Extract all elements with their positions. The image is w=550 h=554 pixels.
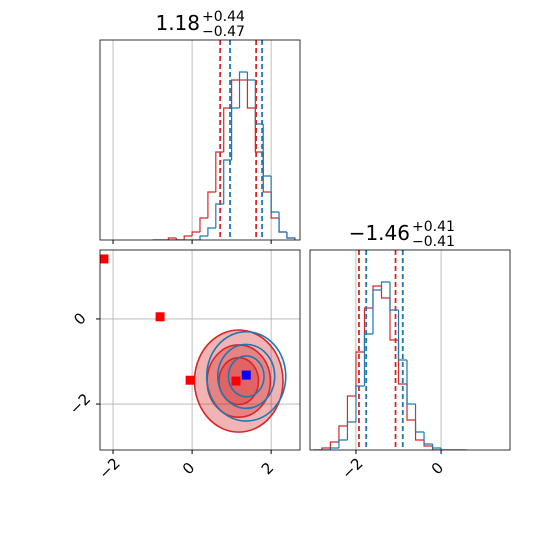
histogram-step bbox=[175, 238, 185, 240]
histogram-step bbox=[423, 440, 433, 447]
panel-title: −1.46 bbox=[349, 221, 410, 245]
histogram-step bbox=[389, 282, 399, 311]
title-lower: −0.41 bbox=[412, 234, 455, 250]
histogram-step bbox=[246, 80, 256, 109]
histogram-step bbox=[246, 72, 256, 81]
marker bbox=[185, 375, 195, 385]
plot-area bbox=[100, 250, 300, 450]
x-tick-label: 0 bbox=[179, 459, 198, 478]
histogram-step bbox=[254, 80, 264, 125]
histogram-step bbox=[372, 289, 382, 334]
histogram-step bbox=[199, 235, 208, 240]
histogram-step bbox=[199, 217, 208, 232]
x-tick-label: −2 bbox=[338, 454, 366, 482]
histogram-step bbox=[346, 395, 356, 426]
title-lower: −0.47 bbox=[202, 24, 245, 40]
histogram-step bbox=[191, 231, 200, 236]
contour bbox=[205, 330, 287, 422]
histogram-step bbox=[223, 159, 232, 204]
contour bbox=[227, 355, 265, 398]
histogram-step bbox=[286, 232, 296, 240]
histogram-step bbox=[278, 212, 287, 233]
marker bbox=[100, 254, 109, 264]
histogram-step bbox=[355, 351, 365, 396]
histogram-step bbox=[231, 107, 240, 160]
x-tick-label: 2 bbox=[258, 459, 277, 478]
histogram-step bbox=[346, 421, 356, 440]
histogram-step bbox=[389, 298, 399, 341]
histogram-step bbox=[238, 71, 248, 108]
histogram-step bbox=[431, 444, 442, 449]
histogram-step bbox=[167, 237, 177, 240]
histogram-step bbox=[270, 176, 280, 213]
histogram-step bbox=[380, 281, 390, 290]
panel-frame bbox=[99, 249, 301, 451]
y-tick-label: 0 bbox=[70, 309, 89, 328]
histogram-step bbox=[329, 441, 339, 448]
x-tick-label: −2 bbox=[95, 454, 123, 482]
y-tick-label: −2 bbox=[66, 390, 94, 418]
histogram-step bbox=[338, 425, 348, 442]
title-upper: +0.41 bbox=[412, 219, 455, 235]
histogram-step bbox=[286, 232, 296, 240]
histogram-step bbox=[262, 152, 272, 193]
histogram-step bbox=[321, 447, 331, 450]
marker bbox=[155, 312, 165, 322]
plot-area bbox=[112, 40, 296, 240]
marker bbox=[241, 370, 251, 380]
histogram-step bbox=[231, 79, 240, 108]
histogram-step bbox=[406, 360, 416, 405]
panel-frame bbox=[99, 39, 301, 241]
panel-frame bbox=[309, 249, 511, 451]
histogram-step bbox=[372, 285, 382, 308]
contour bbox=[216, 343, 276, 410]
histogram-step bbox=[270, 192, 280, 219]
histogram-step bbox=[397, 310, 408, 361]
title-upper: +0.44 bbox=[202, 9, 245, 25]
marker bbox=[231, 376, 241, 386]
histogram-step bbox=[329, 447, 339, 450]
histogram-step bbox=[406, 384, 416, 421]
histogram-step bbox=[355, 385, 365, 422]
histogram-step bbox=[363, 333, 373, 386]
histogram-step bbox=[414, 420, 425, 441]
histogram-step bbox=[262, 124, 272, 177]
histogram-step bbox=[183, 235, 193, 240]
histogram-step bbox=[207, 191, 216, 218]
x-tick-label: 0 bbox=[428, 459, 447, 478]
histogram-step bbox=[223, 107, 232, 152]
histogram-step bbox=[423, 432, 433, 445]
histogram-step bbox=[338, 439, 348, 448]
histogram-step bbox=[215, 203, 224, 228]
histogram-step bbox=[440, 448, 450, 450]
histogram-step bbox=[207, 227, 216, 236]
plot-area bbox=[313, 250, 467, 450]
histogram-step bbox=[215, 151, 224, 192]
histogram-step bbox=[414, 404, 425, 433]
histogram-step bbox=[278, 218, 287, 233]
panel-title: 1.18 bbox=[155, 11, 200, 35]
histogram-step bbox=[380, 286, 390, 299]
